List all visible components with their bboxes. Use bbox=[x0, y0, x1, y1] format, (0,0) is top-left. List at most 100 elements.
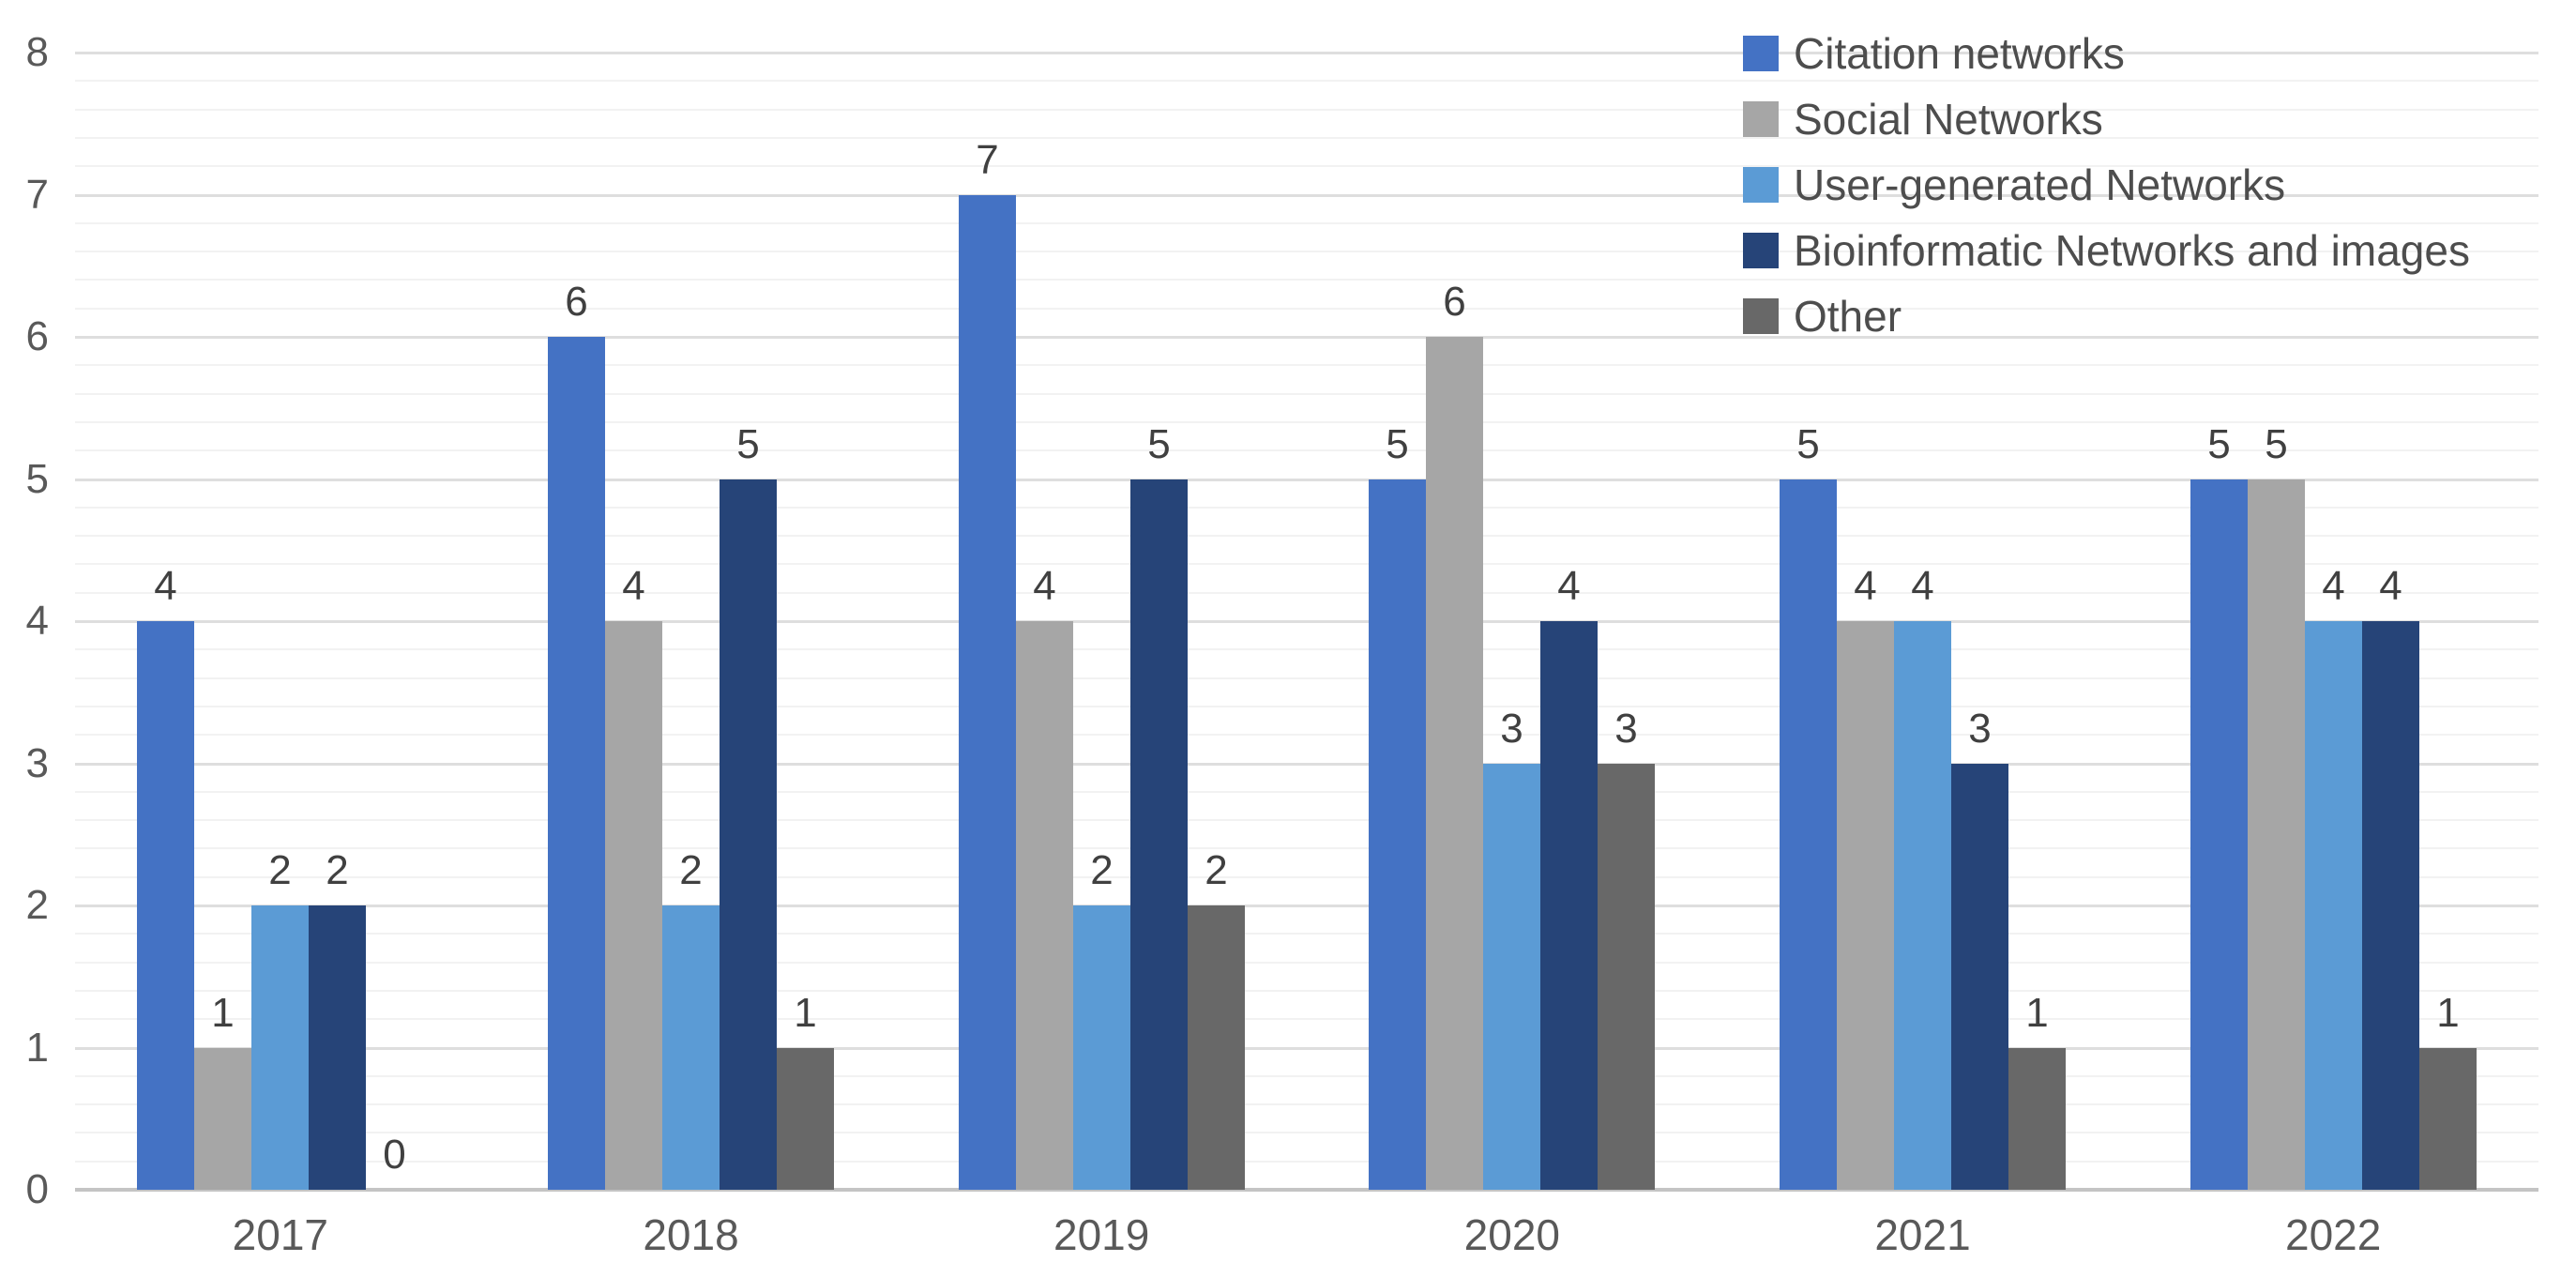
bar-2017-series-3 bbox=[251, 905, 309, 1190]
bar-value-label: 1 bbox=[211, 990, 235, 1036]
legend-swatch-icon bbox=[1743, 298, 1779, 334]
bar-value-label: 1 bbox=[794, 990, 817, 1036]
gridline-minor bbox=[75, 364, 2538, 366]
x-tick-label-2018: 2018 bbox=[643, 1210, 739, 1259]
gridline-major bbox=[75, 763, 2538, 766]
gridline-minor bbox=[75, 876, 2538, 878]
gridline-minor bbox=[75, 706, 2538, 707]
legend-item-1: Citation networks bbox=[1743, 28, 2125, 79]
bar-2018-series-4 bbox=[720, 479, 777, 1190]
bar-2018-series-5 bbox=[777, 1048, 834, 1190]
gridline-minor bbox=[75, 791, 2538, 793]
bar-2019-series-4 bbox=[1130, 479, 1188, 1190]
gridline-minor bbox=[75, 80, 2538, 82]
gridline-minor bbox=[75, 279, 2538, 281]
bar-2018-series-1 bbox=[548, 337, 605, 1190]
gridline-minor bbox=[75, 535, 2538, 537]
gridline-major bbox=[75, 1047, 2538, 1050]
bar-value-label: 0 bbox=[383, 1132, 406, 1178]
legend-item-3: User-generated Networks bbox=[1743, 160, 2285, 210]
bar-value-label: 6 bbox=[565, 279, 588, 325]
y-tick-label: 0 bbox=[25, 1166, 49, 1212]
y-tick-label: 2 bbox=[25, 882, 49, 928]
y-tick-label: 7 bbox=[25, 172, 49, 218]
x-tick-label-2019: 2019 bbox=[1053, 1210, 1150, 1259]
legend-swatch-icon bbox=[1743, 36, 1779, 71]
bar-2019-series-1 bbox=[959, 195, 1016, 1190]
gridline-major bbox=[75, 336, 2538, 339]
gridline-minor bbox=[75, 393, 2538, 395]
gridline-minor bbox=[75, 1161, 2538, 1163]
gridline-minor bbox=[75, 449, 2538, 451]
bar-value-label: 3 bbox=[1500, 706, 1523, 752]
bar-2021-series-1 bbox=[1780, 479, 1837, 1190]
bar-2017-series-1 bbox=[137, 621, 194, 1190]
bar-value-label: 2 bbox=[1090, 847, 1114, 893]
bar-2022-series-5 bbox=[2419, 1048, 2477, 1190]
bar-value-label: 2 bbox=[268, 847, 292, 893]
bar-value-label: 2 bbox=[1205, 847, 1228, 893]
bar-2020-series-5 bbox=[1598, 764, 1655, 1190]
y-tick-label: 6 bbox=[25, 313, 49, 359]
bar-value-label: 2 bbox=[679, 847, 703, 893]
gridline-minor bbox=[75, 819, 2538, 821]
bar-2021-series-4 bbox=[1951, 764, 2008, 1190]
x-tick-label-2020: 2020 bbox=[1463, 1210, 1560, 1259]
bar-2020-series-3 bbox=[1483, 764, 1540, 1190]
y-tick-label: 1 bbox=[25, 1025, 49, 1071]
bar-value-label: 5 bbox=[1386, 421, 1409, 467]
bar-2018-series-2 bbox=[605, 621, 662, 1190]
gridline-major bbox=[75, 52, 2538, 54]
legend-item-5: Other bbox=[1743, 291, 1902, 342]
bar-2018-series-3 bbox=[662, 905, 720, 1190]
bar-value-label: 1 bbox=[2025, 990, 2049, 1036]
gridline-minor bbox=[75, 222, 2538, 224]
x-tick-label-2021: 2021 bbox=[1874, 1210, 1971, 1259]
gridline-minor bbox=[75, 847, 2538, 849]
bar-value-label: 4 bbox=[622, 563, 645, 609]
bar-value-label: 4 bbox=[1557, 563, 1581, 609]
bar-value-label: 5 bbox=[736, 421, 760, 467]
bar-value-label: 5 bbox=[2207, 421, 2231, 467]
bar-2022-series-1 bbox=[2190, 479, 2248, 1190]
bar-2021-series-2 bbox=[1837, 621, 1894, 1190]
gridline-minor bbox=[75, 1018, 2538, 1020]
bar-value-label: 4 bbox=[1911, 563, 1934, 609]
legend-swatch-icon bbox=[1743, 101, 1779, 137]
bar-2022-series-3 bbox=[2305, 621, 2362, 1190]
gridline-major bbox=[75, 905, 2538, 907]
bar-value-label: 4 bbox=[1033, 563, 1056, 609]
gridline-minor bbox=[75, 308, 2538, 310]
bar-value-label: 4 bbox=[2322, 563, 2345, 609]
y-tick-label: 8 bbox=[25, 29, 49, 75]
y-tick-label: 5 bbox=[25, 456, 49, 502]
bar-value-label: 5 bbox=[1796, 421, 1820, 467]
gridline-minor bbox=[75, 962, 2538, 964]
bar-value-label: 3 bbox=[1968, 706, 1992, 752]
legend-label: Citation networks bbox=[1794, 29, 2125, 78]
gridline-minor bbox=[75, 1075, 2538, 1077]
bar-2017-series-2 bbox=[194, 1048, 251, 1190]
bar-2022-series-4 bbox=[2362, 621, 2419, 1190]
bar-2020-series-1 bbox=[1369, 479, 1426, 1190]
gridline-minor bbox=[75, 507, 2538, 509]
bar-2019-series-2 bbox=[1016, 621, 1073, 1190]
bar-2019-series-3 bbox=[1073, 905, 1130, 1190]
bar-2021-series-3 bbox=[1894, 621, 1951, 1190]
bar-value-label: 4 bbox=[154, 563, 177, 609]
bar-value-label: 1 bbox=[2436, 990, 2460, 1036]
bar-value-label: 7 bbox=[976, 137, 999, 183]
gridline-minor bbox=[75, 1103, 2538, 1105]
bar-2022-series-2 bbox=[2248, 479, 2305, 1190]
gridline-minor bbox=[75, 990, 2538, 992]
bar-2017-series-4 bbox=[309, 905, 366, 1190]
bar-value-label: 6 bbox=[1443, 279, 1466, 325]
legend-item-2: Social Networks bbox=[1743, 94, 2103, 144]
gridline-minor bbox=[75, 421, 2538, 423]
bar-value-label: 5 bbox=[2265, 421, 2288, 467]
bar-2020-series-4 bbox=[1540, 621, 1598, 1190]
legend-swatch-icon bbox=[1743, 233, 1779, 268]
bar-value-label: 5 bbox=[1147, 421, 1171, 467]
y-tick-label: 4 bbox=[25, 598, 49, 644]
